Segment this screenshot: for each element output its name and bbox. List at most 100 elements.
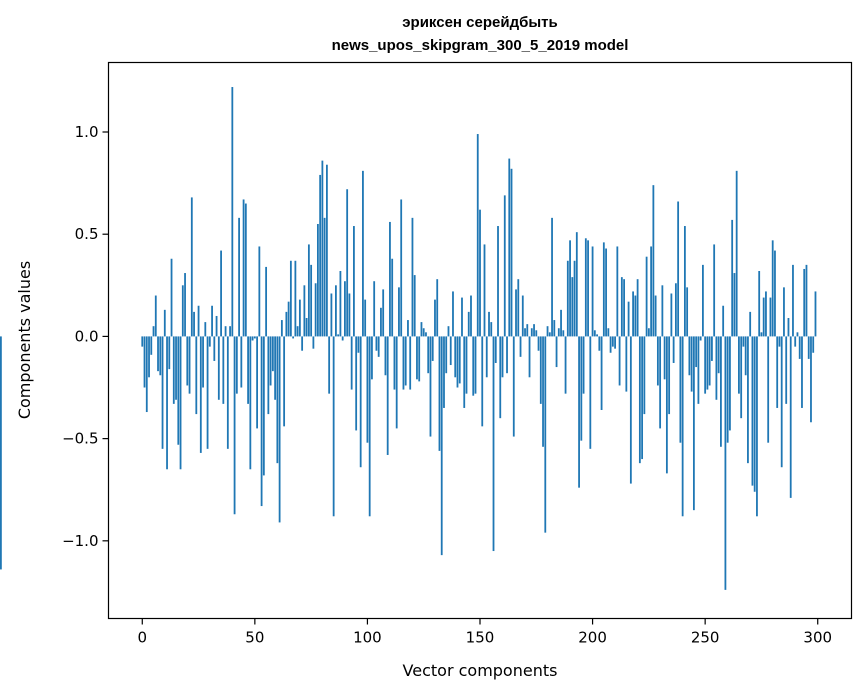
bar (141, 336, 144, 347)
bars-group (0, 87, 817, 590)
bar (539, 336, 542, 404)
bar (253, 336, 256, 339)
bar (267, 336, 270, 415)
bar (571, 277, 574, 337)
bar (515, 289, 517, 337)
bar (607, 328, 610, 337)
bar (751, 336, 754, 486)
bar (555, 336, 558, 368)
bar (229, 326, 231, 337)
bar (796, 332, 799, 337)
bar (715, 336, 718, 400)
bar (454, 336, 457, 378)
bar (560, 309, 562, 337)
bar (249, 336, 252, 470)
bar (377, 336, 380, 357)
bar (206, 336, 209, 449)
bar (704, 336, 707, 394)
bar (647, 328, 650, 337)
bar (792, 264, 794, 337)
bar (260, 336, 263, 507)
bar (447, 326, 450, 337)
bar (731, 219, 734, 337)
bar (465, 336, 468, 394)
bar (359, 336, 362, 468)
bar (431, 336, 434, 361)
bar (488, 311, 490, 337)
bar (501, 336, 504, 378)
bar (161, 336, 164, 449)
bar (668, 336, 671, 415)
bar (217, 336, 220, 400)
bar (670, 293, 673, 337)
x-tick-label: 200 (578, 629, 607, 647)
bar (499, 336, 502, 419)
bar (812, 336, 815, 353)
bar (794, 336, 797, 347)
bar (222, 336, 225, 404)
x-tick-label: 0 (137, 629, 147, 647)
bar (629, 336, 632, 484)
bar (589, 336, 592, 449)
bar (184, 273, 186, 337)
bar (760, 332, 763, 337)
bar (580, 336, 583, 441)
bar (506, 336, 508, 374)
bar (611, 336, 614, 347)
bar (195, 336, 198, 415)
bar (238, 217, 240, 337)
y-tick-label: −1.0 (62, 532, 98, 550)
bar (204, 322, 207, 337)
bar (373, 281, 376, 337)
bar (708, 336, 711, 386)
bar (314, 283, 317, 337)
chart-title: эриксен серейдбыть (402, 14, 557, 31)
bar (472, 336, 475, 396)
bar (677, 201, 680, 337)
bar (711, 336, 713, 361)
bar (456, 336, 459, 388)
bar (398, 287, 400, 337)
bar (530, 328, 533, 337)
y-axis-label: Components values (15, 261, 34, 419)
bar (258, 246, 261, 337)
bar (339, 271, 342, 337)
bar (494, 336, 497, 363)
bar (627, 301, 630, 337)
bar (170, 258, 173, 337)
bar (242, 199, 245, 337)
bar (783, 287, 785, 337)
bar (551, 217, 553, 337)
bar (220, 250, 222, 337)
bar (596, 334, 598, 337)
bar (323, 217, 326, 337)
x-axis-ticks: 0 50 100 150 200 250 300 (137, 618, 832, 647)
bar (177, 336, 180, 445)
bar (641, 336, 644, 460)
y-tick-label: 1.0 (75, 123, 99, 141)
bar (652, 185, 655, 337)
bar (524, 328, 526, 337)
bar (389, 221, 391, 337)
bar (564, 336, 567, 394)
bar (380, 307, 382, 337)
bar (152, 326, 155, 337)
bar (774, 250, 776, 337)
bar (485, 336, 488, 378)
bar (420, 322, 423, 337)
bar (688, 336, 691, 376)
bar (463, 336, 466, 408)
bar (172, 336, 175, 404)
bar (643, 336, 646, 415)
bar (452, 291, 454, 337)
bar (569, 240, 571, 337)
bar (575, 232, 578, 337)
bar (316, 223, 319, 337)
bar (722, 305, 725, 337)
bar (157, 336, 159, 372)
bar (312, 336, 315, 349)
bar (672, 336, 675, 363)
bar (159, 336, 162, 376)
bar (411, 217, 414, 337)
